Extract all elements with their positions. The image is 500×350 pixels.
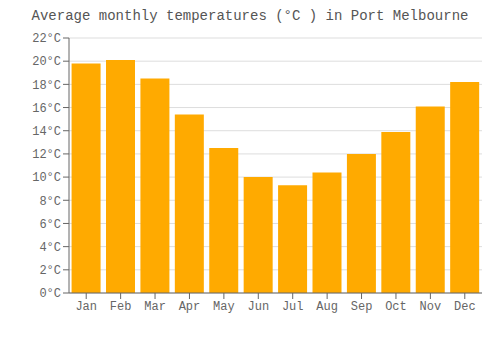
svg-text:20°C: 20°C [32, 55, 61, 69]
svg-text:Jul: Jul [282, 300, 304, 314]
svg-text:Jan: Jan [75, 300, 97, 314]
svg-text:16°C: 16°C [32, 102, 61, 116]
svg-text:Nov: Nov [420, 300, 442, 314]
svg-text:10°C: 10°C [32, 171, 61, 185]
html-text:Average monthly temperatures (: Average monthly temperatures (°C ) in Po… [31, 8, 469, 24]
svg-text:12°C: 12°C [32, 148, 61, 162]
svg-text:May: May [213, 300, 235, 314]
svg-text:2°C: 2°C [39, 264, 61, 278]
svg-text:Aug: Aug [316, 300, 338, 314]
svg-text:Feb: Feb [110, 300, 132, 314]
svg-text:22°C: 22°C [32, 32, 61, 46]
svg-text:Oct: Oct [385, 300, 407, 314]
svg-text:Dec: Dec [454, 300, 476, 314]
svg-text:14°C: 14°C [32, 125, 61, 139]
svg-text:Mar: Mar [144, 300, 166, 314]
svg-text:18°C: 18°C [32, 79, 61, 93]
svg-text:4°C: 4°C [39, 241, 61, 255]
svg-text:Apr: Apr [179, 300, 201, 314]
svg-text:6°C: 6°C [39, 218, 61, 232]
svg-text:0°C: 0°C [39, 287, 61, 301]
svg-text:Sep: Sep [351, 300, 373, 314]
svg-text:8°C: 8°C [39, 195, 61, 209]
svg-text:Jun: Jun [247, 300, 269, 314]
